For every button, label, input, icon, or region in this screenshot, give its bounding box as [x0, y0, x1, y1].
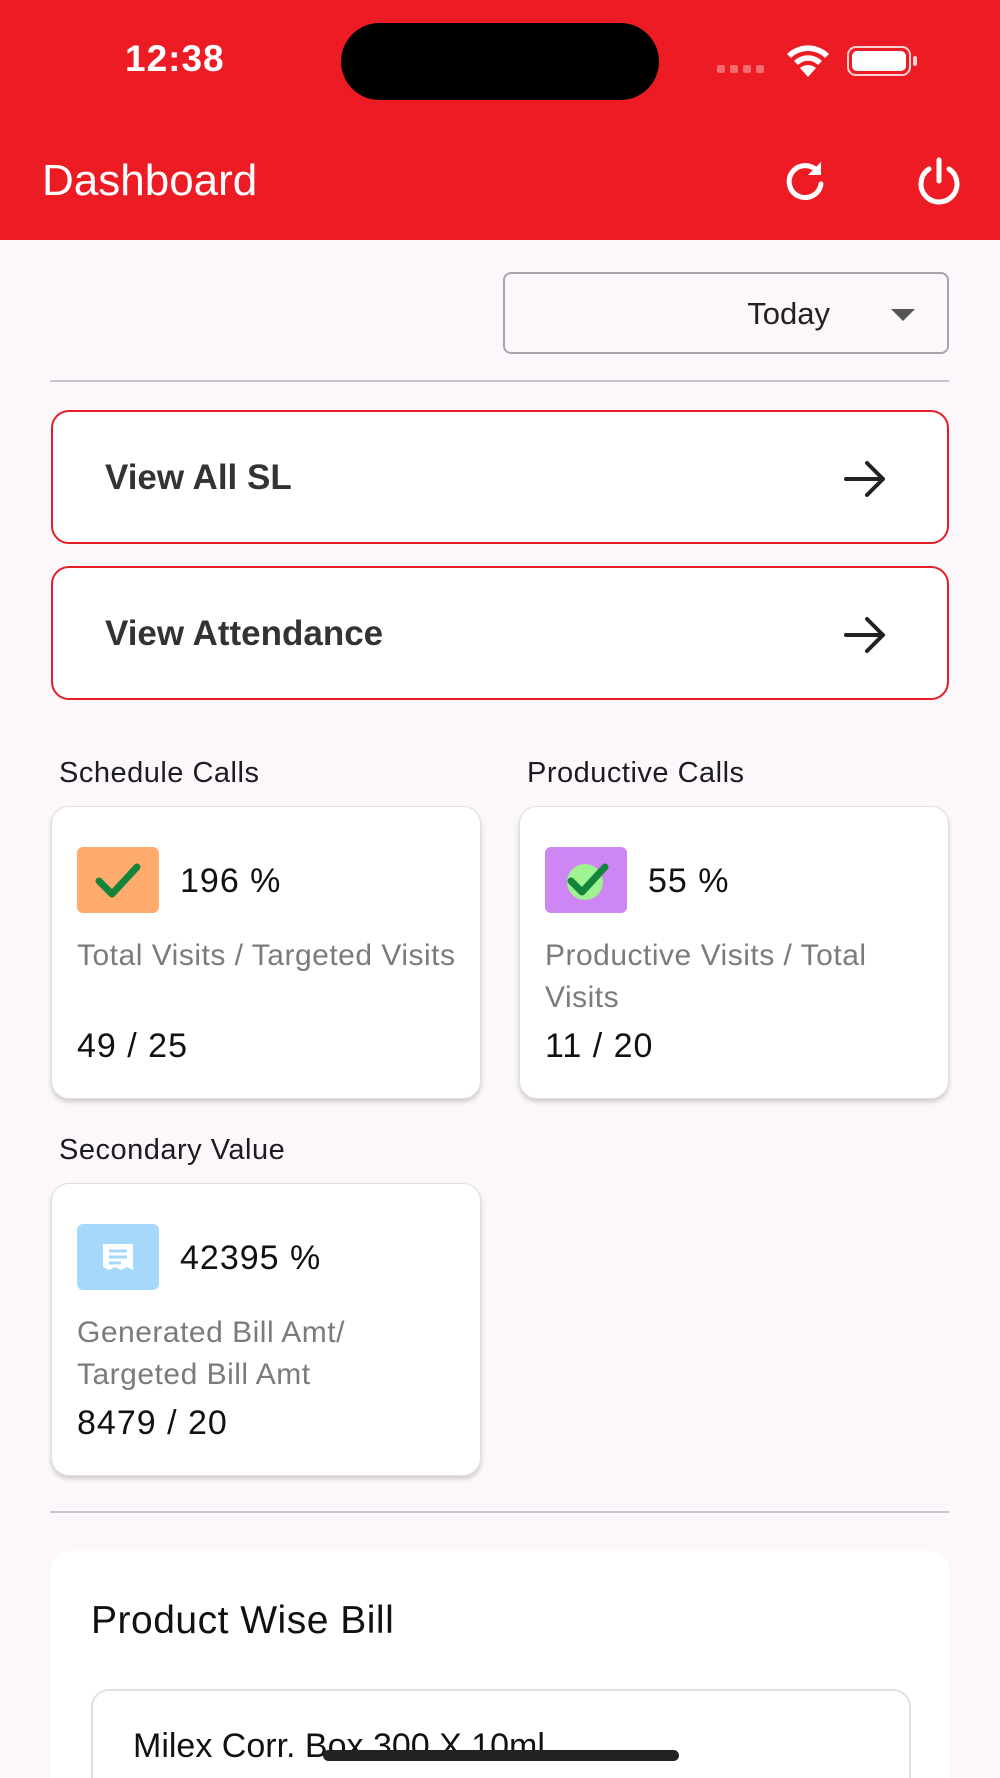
- battery-icon: [847, 46, 917, 76]
- list-item[interactable]: Milex Corr. Box 300 X 10ml: [91, 1689, 911, 1778]
- schedule-calls-card[interactable]: 196 % Total Visits / Targeted Visits 49 …: [51, 806, 481, 1099]
- logout-button[interactable]: [914, 156, 964, 206]
- secondary-value-label: Secondary Value: [59, 1134, 286, 1166]
- wifi-icon: [787, 45, 829, 77]
- arrow-right-icon: [844, 617, 885, 653]
- productive-calls-ratio: 11 / 20: [545, 1027, 654, 1065]
- dynamic-island: [341, 23, 659, 100]
- view-all-sl-button[interactable]: View All SL: [51, 410, 949, 544]
- caret-down-icon: [891, 309, 915, 321]
- app-header: 12:38 Dashboard: [0, 0, 1000, 240]
- product-wise-bill-title: Product Wise Bill: [91, 1599, 395, 1642]
- secondary-value-description: Generated Bill Amt/ Targeted Bill Amt: [77, 1316, 345, 1391]
- productive-calls-percent: 55 %: [648, 862, 730, 900]
- status-time: 12:38: [125, 38, 225, 79]
- view-attendance-button[interactable]: View Attendance: [51, 566, 949, 700]
- productive-calls-description: Productive Visits / Total Visits: [545, 939, 867, 1014]
- cellular-signal-icon: [717, 65, 764, 73]
- schedule-calls-percent: 196 %: [180, 862, 282, 900]
- power-icon: [918, 157, 960, 205]
- view-attendance-label: View Attendance: [105, 614, 384, 653]
- view-all-sl-label: View All SL: [105, 458, 292, 497]
- refresh-button[interactable]: [780, 156, 830, 206]
- divider: [50, 380, 949, 382]
- home-indicator[interactable]: [323, 1750, 679, 1761]
- date-filter-dropdown[interactable]: Today: [503, 272, 949, 354]
- schedule-calls-description: Total Visits / Targeted Visits: [77, 939, 456, 972]
- productive-calls-card[interactable]: 55 % Productive Visits / Total Visits 11…: [519, 806, 949, 1099]
- verified-check-icon: [545, 847, 627, 913]
- schedule-calls-ratio: 49 / 25: [77, 1027, 188, 1065]
- check-icon: [77, 847, 159, 913]
- secondary-value-ratio: 8479 / 20: [77, 1404, 228, 1442]
- product-wise-bill-panel: Product Wise Bill Milex Corr. Box 300 X …: [51, 1551, 949, 1778]
- refresh-icon: [786, 162, 824, 201]
- date-filter-value: Today: [747, 296, 830, 331]
- productive-calls-label: Productive Calls: [527, 757, 745, 789]
- divider: [50, 1511, 949, 1513]
- schedule-calls-label: Schedule Calls: [59, 757, 260, 789]
- secondary-value-card[interactable]: 42395 % Generated Bill Amt/ Targeted Bil…: [51, 1183, 481, 1476]
- secondary-value-percent: 42395 %: [180, 1239, 322, 1277]
- receipt-icon: [77, 1224, 159, 1290]
- page-title: Dashboard: [42, 156, 258, 205]
- arrow-right-icon: [844, 461, 885, 497]
